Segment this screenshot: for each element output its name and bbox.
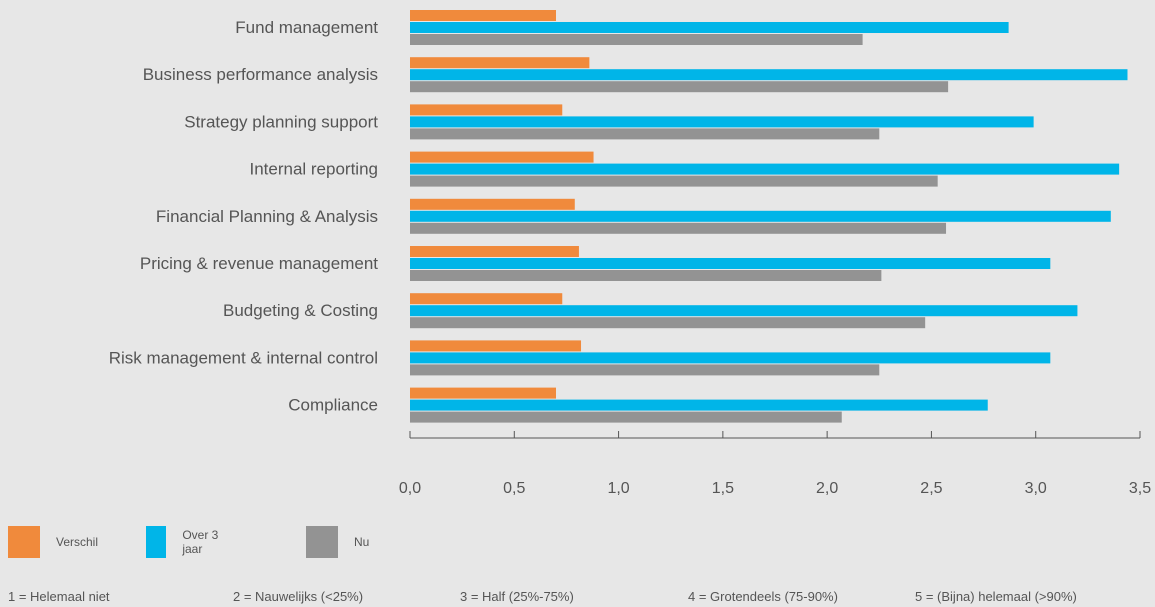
bar-verschil-pricing-revenue-management	[410, 246, 579, 257]
x-tick-label-1: 0,5	[503, 480, 525, 497]
legend-swatch-nu	[306, 526, 338, 558]
x-tick-label-0: 0,0	[399, 480, 421, 497]
scale-note-5: 5 = (Bijna) helemaal (>90%)	[915, 589, 1077, 604]
bar-chart: Fund management Business performance anal…	[109, 10, 1151, 497]
legend-label-over-3-jaar: Over 3 jaar	[182, 528, 219, 556]
category-label-compliance: Compliance	[288, 396, 378, 415]
bar-over-3-jaar-fund-management	[410, 22, 1009, 33]
bar-nu-fund-management	[410, 34, 863, 45]
legend-label-nu: Nu	[354, 535, 370, 549]
bar-nu-pricing-revenue-management	[410, 270, 882, 281]
bar-verschil-budgeting-costing	[410, 293, 563, 305]
bar-over-3-jaar-budgeting-costing	[410, 305, 1078, 317]
category-label-financial-planning-analysis: Financial Planning & Analysis	[156, 207, 378, 226]
category-label-strategy-planning-support: Strategy planning support	[184, 112, 378, 131]
legend-item-nu: Nu	[306, 526, 369, 558]
bar-verschil-internal-reporting	[410, 151, 594, 163]
legend-label-verschil: Verschil	[56, 535, 99, 549]
bar-verschil-strategy-planning-support	[410, 104, 563, 116]
bar-nu-strategy-planning-support	[410, 128, 880, 140]
category-label-business-performance-analysis: Business performance analysis	[143, 65, 378, 84]
bar-over-3-jaar-risk-management-internal-control	[410, 352, 1051, 364]
bar-nu-budgeting-costing	[410, 317, 926, 329]
category-label-risk-management-internal-control: Risk management & internal control	[109, 348, 378, 367]
x-tick-label-5: 2,5	[920, 480, 942, 497]
legend-item-verschil: Verschil	[8, 526, 98, 558]
scale-notes: 1 = Helemaal niet 2 = Nauwelijks (<25%) …	[0, 589, 1155, 607]
x-tick-label-7: 3,5	[1129, 480, 1151, 497]
bar-over-3-jaar-financial-planning-analysis	[410, 210, 1111, 222]
bar-nu-financial-planning-analysis	[410, 222, 947, 234]
scale-note-2: 2 = Nauwelijks (<25%)	[233, 589, 364, 604]
bar-over-3-jaar-compliance	[410, 399, 988, 411]
bar-verschil-fund-management	[410, 10, 556, 21]
scale-note-3: 3 = Half (25%-75%)	[460, 589, 574, 604]
bar-over-3-jaar-pricing-revenue-management	[410, 258, 1051, 269]
category-label-budgeting-costing: Budgeting & Costing	[223, 301, 378, 320]
bar-over-3-jaar-strategy-planning-support	[410, 116, 1034, 128]
category-label-pricing-revenue-management: Pricing & revenue management	[140, 254, 378, 273]
bar-nu-business-performance-analysis	[410, 81, 949, 93]
bar-nu-risk-management-internal-control	[410, 364, 880, 376]
x-tick-label-6: 3,0	[1025, 480, 1047, 497]
bar-verschil-financial-planning-analysis	[410, 198, 575, 210]
scale-note-4: 4 = Grotendeels (75-90%)	[688, 589, 838, 604]
x-tick-label-2: 1,0	[607, 480, 629, 497]
bar-nu-internal-reporting	[410, 175, 938, 187]
bar-verschil-risk-management-internal-control	[410, 340, 582, 352]
legend-item-over-3-jaar: Over 3 jaar	[146, 526, 220, 558]
x-tick-label-4: 2,0	[816, 480, 838, 497]
legend-swatch-verschil	[8, 526, 40, 558]
bar-nu-compliance	[410, 411, 842, 423]
bar-verschil-compliance	[410, 387, 556, 399]
x-tick-label-3: 1,5	[712, 480, 734, 497]
bar-verschil-business-performance-analysis	[410, 57, 590, 69]
legend-swatch-over-3-jaar	[146, 526, 167, 558]
category-label-fund-management: Fund management	[235, 18, 378, 37]
category-label-internal-reporting: Internal reporting	[249, 160, 378, 179]
bar-over-3-jaar-internal-reporting	[410, 163, 1120, 175]
bar-over-3-jaar-business-performance-analysis	[410, 69, 1128, 81]
scale-note-1: 1 = Helemaal niet	[8, 589, 110, 604]
